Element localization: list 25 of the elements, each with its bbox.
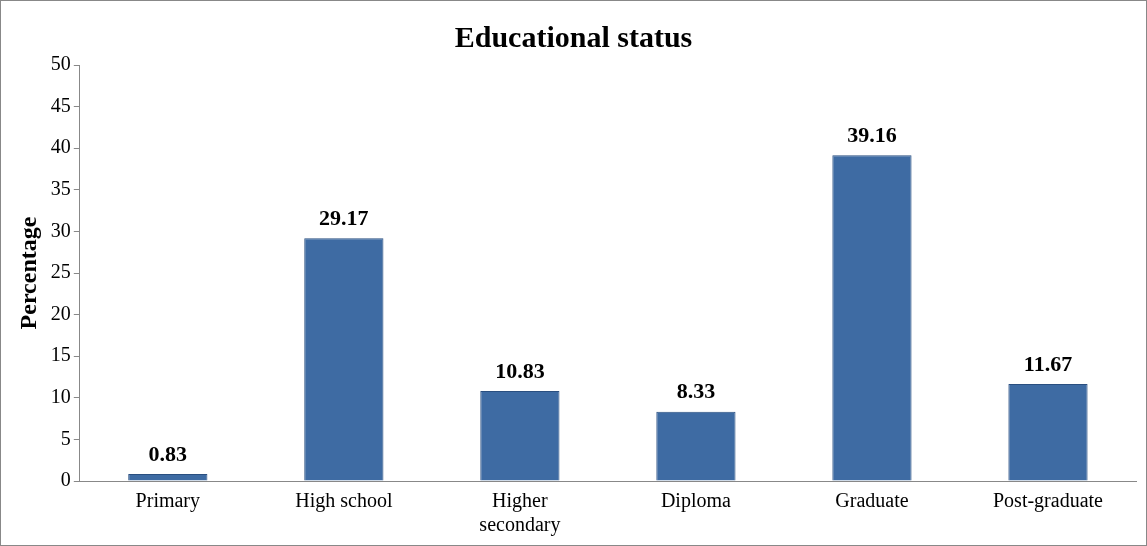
y-tick-label: 10 bbox=[50, 385, 71, 408]
x-tick-label: Primary bbox=[135, 489, 201, 513]
x-tick-label: Graduate bbox=[835, 489, 909, 512]
data-label: 8.33 bbox=[676, 378, 716, 404]
y-tick-label: 20 bbox=[50, 301, 71, 324]
data-label: 10.83 bbox=[495, 357, 545, 383]
y-tick-label: 40 bbox=[50, 135, 71, 158]
y-tick-label: 35 bbox=[50, 177, 71, 200]
y-tick-label: 30 bbox=[50, 218, 71, 241]
data-label: 11.67 bbox=[1023, 350, 1073, 376]
y-tick-label: 25 bbox=[50, 260, 71, 283]
y-tick-label: 15 bbox=[50, 343, 71, 366]
data-label: 39.16 bbox=[847, 121, 897, 147]
y-tick-label: 5 bbox=[60, 426, 71, 449]
x-tick-label: Diploma bbox=[660, 489, 732, 513]
data-label: 29.17 bbox=[319, 204, 369, 230]
x-tick-label: High school bbox=[295, 489, 393, 513]
y-axis-title: Percentage bbox=[14, 216, 41, 330]
x-tick-label: Post-graduate bbox=[992, 489, 1104, 513]
chart-title: Educational status bbox=[454, 19, 693, 53]
x-tick-label: Higher secondary bbox=[479, 489, 561, 537]
y-tick-label: 45 bbox=[50, 93, 71, 116]
data-label: 0.83 bbox=[148, 440, 188, 466]
y-tick-label: 50 bbox=[50, 52, 71, 75]
y-tick-label: 0 bbox=[60, 468, 71, 491]
